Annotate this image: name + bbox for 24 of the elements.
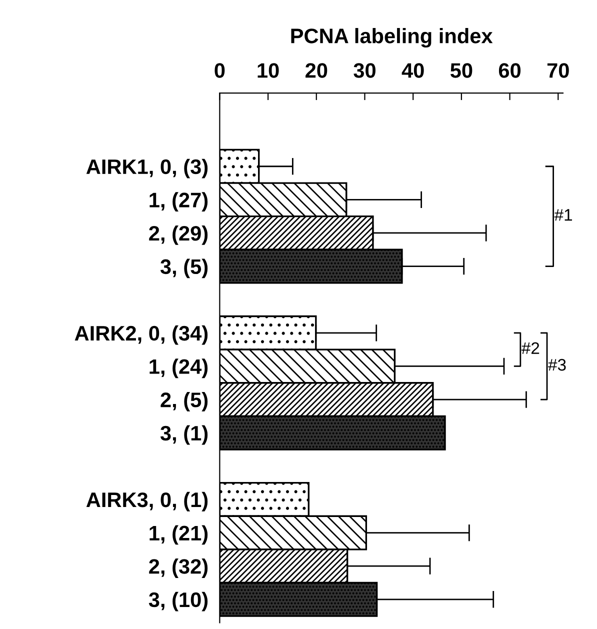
y-tick-label: 2, (32) xyxy=(149,558,208,578)
y-tick-label: 1, (24) xyxy=(150,358,208,378)
annotation: #2 xyxy=(521,342,540,354)
x-axis-title: PCNA labeling index xyxy=(291,28,493,48)
y-tick-label: AIRK1, 0, (3) xyxy=(86,158,208,178)
x-tick-label: 50 xyxy=(450,63,472,78)
x-tick-label: 10 xyxy=(258,63,279,78)
y-tick-label: 1, (27) xyxy=(150,192,208,212)
x-tick-label: 30 xyxy=(354,63,376,78)
annotation: #1 xyxy=(554,209,572,221)
y-tick-label: 2, (29) xyxy=(149,225,208,245)
y-tick-label: 1, (21) xyxy=(150,525,208,545)
y-tick-label: AIRK3, 0, (1) xyxy=(86,492,208,512)
y-tick-label: 3, (1) xyxy=(160,425,208,445)
x-tick-label: 40 xyxy=(402,63,424,78)
x-tick-label: 70 xyxy=(547,63,569,78)
x-tick-label: 60 xyxy=(498,63,521,78)
y-tick-label: 3, (5) xyxy=(160,258,208,278)
annotation: #3 xyxy=(548,358,566,371)
y-tick-label: 2, (5) xyxy=(160,392,208,412)
y-tick-label: 3, (10) xyxy=(148,592,208,612)
x-tick-label: 0 xyxy=(214,63,225,78)
x-tick-label: 20 xyxy=(306,63,328,78)
y-tick-label: AIRK2, 0, (34) xyxy=(74,325,208,345)
